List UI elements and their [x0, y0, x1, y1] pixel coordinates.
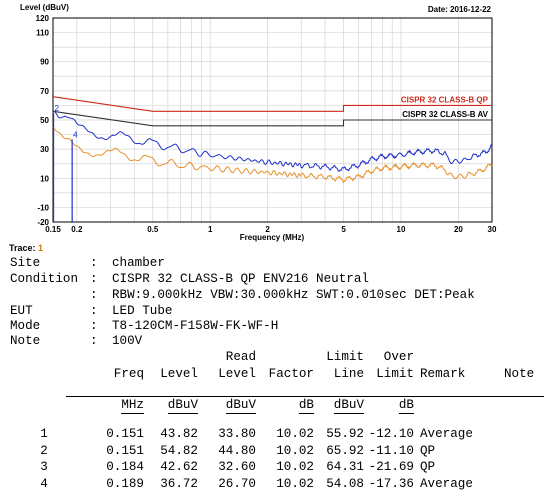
limit-line-label: CISPR 32 CLASS-B AV	[402, 110, 488, 119]
series-line	[52, 110, 493, 172]
limit-line-label: CISPR 32 CLASS-B QP	[401, 95, 489, 104]
x-tick-label: 0.15	[45, 225, 61, 234]
info-note: Note: 100V	[10, 334, 143, 348]
info-mode: Mode: T8-120CM-F158W-FK-WF-H	[10, 319, 279, 333]
x-tick-label: 10	[397, 225, 406, 234]
info-settings: : RBW:9.000kHz VBW:30.000kHz SWT:0.010se…	[90, 288, 475, 302]
series-line	[52, 126, 493, 184]
x-tick-labels: 0.15 0.2 0.5 1 2 5 10 20 30	[45, 225, 497, 234]
limit-line	[52, 96, 492, 112]
table-units: MHz dBuV dBuV dB dBuV dB	[22, 396, 544, 414]
y-tick-label: 90	[40, 58, 49, 67]
x-tick-label: 20	[454, 225, 463, 234]
trace-label: Trace:	[9, 243, 36, 253]
trace-value: 1	[38, 243, 44, 253]
y-axis-label: Level (dBuV)	[20, 3, 69, 12]
x-axis-label: Frequency (MHz)	[240, 233, 305, 242]
table-row: 4 0.189 36.72 26.70 10.02 54.08 -17.36 Average	[40, 476, 473, 491]
date-label: Date: 2016-12-22	[428, 5, 492, 14]
x-tick-label: 30	[488, 225, 497, 234]
x-tick-label: 0.5	[147, 225, 159, 234]
y-tick-label: -20	[37, 218, 49, 227]
table-row: 1 0.151 43.82 33.80 10.02 55.92 -12.10 Average	[40, 427, 473, 441]
x-tick-label: 5	[341, 225, 346, 234]
peak-markers: 24	[52, 104, 78, 222]
y-tick-label: -10	[37, 203, 49, 212]
table-header-top: Read Limit Over	[225, 350, 414, 364]
y-tick-label: 110	[36, 29, 49, 38]
limit-line	[52, 110, 492, 127]
table-header: Freq Level Level Factor Line Limit Remar…	[113, 366, 535, 381]
x-tick-label: 2	[265, 225, 270, 234]
limit-lines: CISPR 32 CLASS-B QP CISPR 32 CLASS-B AV	[52, 95, 492, 127]
y-tick-label: 70	[40, 87, 49, 96]
table-row: 2 0.151 54.82 44.80 10.02 65.92 -11.10 QP	[40, 443, 436, 458]
y-tick-label: 50	[40, 116, 49, 125]
x-tick-label: 0.2	[71, 225, 83, 234]
y-tick-label: 30	[40, 145, 49, 154]
emission-chart: 0.15 0.2 0.5 1 2 5 10 20 30 -20 -10 10 30 50 70 90 110 1…	[20, 3, 497, 242]
info-condition: Condition: CISPR 32 CLASS-B QP ENV216 Ne…	[10, 272, 369, 286]
results-table: Read Limit Over Freq Level Level Factor …	[22, 349, 544, 492]
y-tick-label: 10	[40, 174, 49, 183]
y-tick-label: 120	[36, 14, 50, 23]
trace-indicator: Trace: 1	[9, 243, 43, 253]
table-header-rule	[22, 382, 544, 397]
info-site: Site: chamber	[10, 256, 165, 270]
marker-label: 2	[55, 104, 60, 113]
info-eut: EUT: LED Tube	[10, 304, 173, 318]
y-tick-labels: -20 -10 10 30 50 70 90 110 120	[36, 14, 50, 227]
table-row: 3 0.184 42.62 32.60 10.02 64.31 -21.69 QP	[40, 460, 436, 474]
trace-series	[52, 110, 493, 184]
marker-label: 4	[73, 130, 78, 139]
x-tick-label: 1	[208, 225, 213, 234]
